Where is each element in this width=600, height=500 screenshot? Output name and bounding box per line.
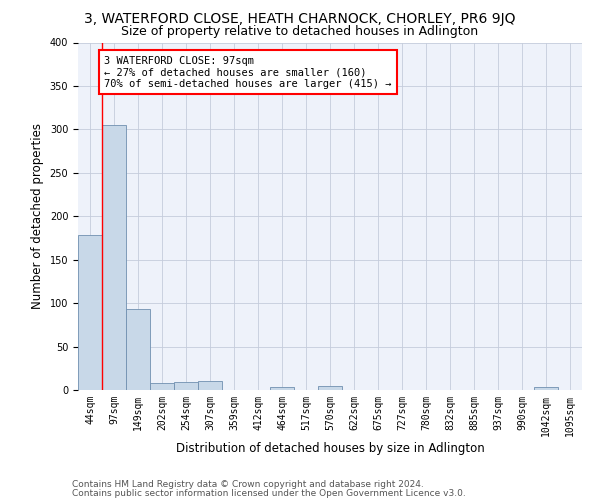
Bar: [270, 386, 294, 390]
Text: Size of property relative to detached houses in Adlington: Size of property relative to detached ho…: [121, 25, 479, 38]
Y-axis label: Number of detached properties: Number of detached properties: [31, 123, 44, 309]
Bar: [174, 382, 198, 390]
Bar: [102, 125, 126, 390]
Text: 3, WATERFORD CLOSE, HEATH CHARNOCK, CHORLEY, PR6 9JQ: 3, WATERFORD CLOSE, HEATH CHARNOCK, CHOR…: [84, 12, 516, 26]
Bar: [318, 386, 342, 390]
X-axis label: Distribution of detached houses by size in Adlington: Distribution of detached houses by size …: [176, 442, 484, 454]
Bar: [150, 383, 174, 390]
Text: 3 WATERFORD CLOSE: 97sqm
← 27% of detached houses are smaller (160)
70% of semi-: 3 WATERFORD CLOSE: 97sqm ← 27% of detach…: [104, 56, 392, 88]
Bar: [534, 386, 558, 390]
Bar: [126, 309, 150, 390]
Bar: [78, 236, 102, 390]
Bar: [198, 382, 222, 390]
Text: Contains public sector information licensed under the Open Government Licence v3: Contains public sector information licen…: [72, 488, 466, 498]
Text: Contains HM Land Registry data © Crown copyright and database right 2024.: Contains HM Land Registry data © Crown c…: [72, 480, 424, 489]
